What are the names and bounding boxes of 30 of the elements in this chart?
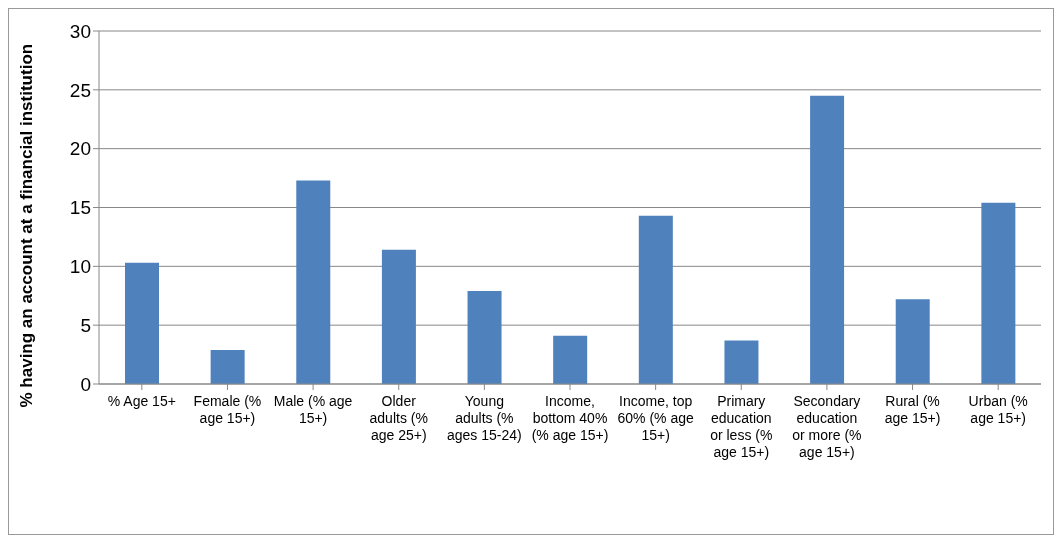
bar xyxy=(810,95,845,384)
y-tick-label: 20 xyxy=(69,138,91,160)
x-tick-label: Young adults (% ages 15-24) xyxy=(447,393,522,443)
bar xyxy=(724,340,759,384)
x-tick-label: Older adults (% age 25+) xyxy=(369,393,428,443)
x-tick-label: Urban (% age 15+) xyxy=(968,393,1028,426)
y-axis-title: % having an account at a financial institution xyxy=(17,43,37,408)
y-tick-label: 5 xyxy=(80,314,91,336)
bar xyxy=(553,335,588,384)
y-tick-label: 15 xyxy=(69,197,91,219)
bar xyxy=(381,249,416,384)
bar xyxy=(981,202,1016,384)
bar xyxy=(638,215,673,384)
bar xyxy=(467,291,502,384)
x-tick-label: Income, bottom 40% (% age 15+) xyxy=(531,393,609,443)
bar xyxy=(125,262,159,384)
y-tick-label: 10 xyxy=(69,256,91,278)
x-tick-label: Income, top 60% (% age 15+) xyxy=(617,393,694,443)
x-tick-label: % Age 15+ xyxy=(107,393,176,409)
x-tick-label: Rural (% age 15+) xyxy=(884,393,941,426)
y-tick-label: 25 xyxy=(69,79,91,101)
bar xyxy=(210,349,245,384)
bar xyxy=(296,180,331,384)
y-tick-label: 30 xyxy=(69,20,91,42)
x-tick-label: Primary education or less (% age 15+) xyxy=(710,393,773,460)
y-tick-label: 0 xyxy=(80,373,91,395)
bar xyxy=(895,299,930,384)
x-tick-label: Secondary education or more (% age 15+) xyxy=(792,393,862,460)
x-tick-label: Female (% age 15+) xyxy=(193,393,262,426)
x-tick-label: Male (% age 15+) xyxy=(273,393,353,426)
